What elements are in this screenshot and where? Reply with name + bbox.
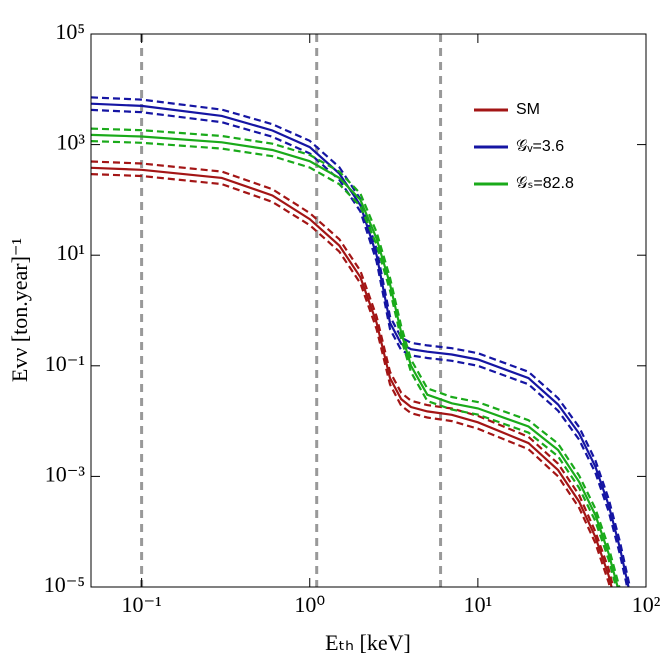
- legend-label: 𝒢ᵥ=3.6: [516, 138, 564, 155]
- band-line: [91, 96, 631, 587]
- y-tick-label: 10¹: [56, 240, 85, 265]
- series-line: [91, 102, 630, 587]
- y-tick-label: 10³: [56, 130, 85, 155]
- band-line: [91, 127, 621, 587]
- y-tick-label: 10⁻¹: [45, 351, 85, 376]
- band-line: [91, 140, 618, 587]
- legend-label: 𝒢ₛ=82.8: [516, 175, 574, 192]
- legend-label: SM: [516, 101, 540, 118]
- x-tick-label: 10²: [632, 592, 661, 617]
- plot-area: [91, 34, 631, 587]
- x-tick-label: 10⁰: [294, 592, 325, 617]
- x-tick-label: 10¹: [464, 592, 493, 617]
- band-line: [91, 173, 611, 587]
- y-tick-label: 10⁻⁵: [44, 572, 85, 597]
- band-line: [91, 160, 615, 587]
- y-axis-label: Evν [ton.year]⁻¹: [7, 238, 32, 382]
- series-line: [91, 166, 613, 587]
- y-tick-label: 10⁵: [55, 19, 85, 44]
- series-line: [91, 133, 619, 587]
- x-axis-label: Eₜₕ [keV]: [325, 630, 411, 655]
- y-tick-label: 10⁻³: [45, 461, 86, 486]
- x-tick-label: 10⁻¹: [122, 592, 162, 617]
- frame: [90, 33, 647, 588]
